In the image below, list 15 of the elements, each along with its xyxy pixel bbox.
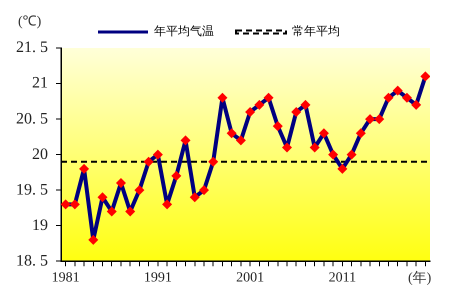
- y-tick-label: 20. 5: [16, 110, 48, 128]
- y-tick-label: 21: [32, 74, 48, 92]
- y-axis-title: (℃): [18, 14, 42, 30]
- y-tick-label: 20: [32, 146, 48, 163]
- y-tick-label: 18. 5: [16, 252, 48, 270]
- legend-label: 常年平均: [292, 24, 340, 38]
- x-tick-label: 1991: [144, 270, 172, 286]
- y-tick-label: 19. 5: [16, 181, 48, 198]
- y-tick-label: 19: [32, 216, 48, 234]
- x-tick-label: 2011: [328, 270, 356, 286]
- legend-label: 年平均气温: [154, 24, 214, 38]
- x-tick-label: 1981: [52, 270, 80, 286]
- x-tick-label: 2001: [236, 270, 264, 286]
- y-tick-label: 21. 5: [16, 39, 48, 56]
- x-axis-title: (年): [408, 270, 432, 286]
